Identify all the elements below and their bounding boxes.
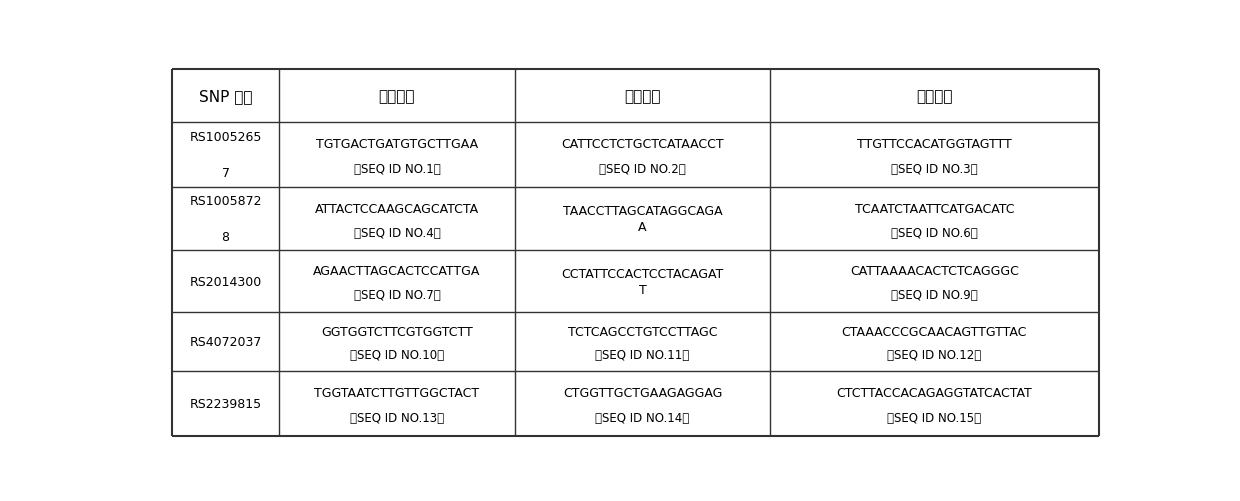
Text: 上游引物: 上游引物	[378, 89, 415, 104]
Text: TAACCTTAGCATAGGCAGA
A: TAACCTTAGCATAGGCAGA A	[563, 205, 722, 234]
Text: （SEQ ID NO.14）: （SEQ ID NO.14）	[595, 411, 689, 424]
Text: RS4072037: RS4072037	[190, 335, 262, 348]
Text: （SEQ ID NO.1）: （SEQ ID NO.1）	[353, 163, 440, 176]
Text: （SEQ ID NO.10）: （SEQ ID NO.10）	[350, 348, 444, 361]
Text: SNP 位点: SNP 位点	[198, 89, 252, 104]
Text: TCTCAGCCTGTCCTTAGC: TCTCAGCCTGTCCTTAGC	[568, 325, 717, 338]
Text: GGTGGTCTTCGTGGTCTT: GGTGGTCTTCGTGGTCTT	[321, 325, 472, 338]
Text: （SEQ ID NO.4）: （SEQ ID NO.4）	[353, 227, 440, 240]
Text: （SEQ ID NO.2）: （SEQ ID NO.2）	[599, 163, 686, 176]
Text: CCTATTCCACTCCTACAGAT
T: CCTATTCCACTCCTACAGAT T	[562, 267, 724, 296]
Text: 下游引物: 下游引物	[624, 89, 661, 104]
Text: TGGTAATCTTGTTGGCTACT: TGGTAATCTTGTTGGCTACT	[315, 386, 480, 399]
Text: ATTACTCCAAGCAGCATCTA: ATTACTCCAAGCAGCATCTA	[315, 202, 479, 215]
Text: （SEQ ID NO.15）: （SEQ ID NO.15）	[887, 411, 981, 424]
Text: AGAACTTAGCACTCCATTGA: AGAACTTAGCACTCCATTGA	[314, 265, 481, 278]
Text: RS2014300: RS2014300	[190, 275, 262, 288]
Text: （SEQ ID NO.9）: （SEQ ID NO.9）	[890, 289, 977, 302]
Text: TCAATCTAATTCATGACATC: TCAATCTAATTCATGACATC	[854, 202, 1014, 215]
Text: RS1005265

7: RS1005265 7	[190, 131, 262, 180]
Text: （SEQ ID NO.11）: （SEQ ID NO.11）	[595, 348, 689, 361]
Text: TTGTTCCACATGGTAGTTT: TTGTTCCACATGGTAGTTT	[857, 138, 1012, 151]
Text: CTCTTACCACAGAGGTATCACTAT: CTCTTACCACAGAGGTATCACTAT	[837, 386, 1032, 399]
Text: RS1005872

8: RS1005872 8	[190, 195, 262, 244]
Text: （SEQ ID NO.7）: （SEQ ID NO.7）	[353, 289, 440, 302]
Text: （SEQ ID NO.6）: （SEQ ID NO.6）	[890, 227, 977, 240]
Text: RS2239815: RS2239815	[190, 397, 262, 410]
Text: （SEQ ID NO.13）: （SEQ ID NO.13）	[350, 411, 444, 424]
Text: CATTAAAACACTCTCAGGGC: CATTAAAACACTCTCAGGGC	[849, 265, 1019, 278]
Text: CATTCCTCTGCTCATAACCT: CATTCCTCTGCTCATAACCT	[562, 138, 724, 151]
Text: （SEQ ID NO.3）: （SEQ ID NO.3）	[892, 163, 977, 176]
Text: CTGGTTGCTGAAGAGGAG: CTGGTTGCTGAAGAGGAG	[563, 386, 722, 399]
Text: CTAAACCCGCAACAGTTGTTAC: CTAAACCCGCAACAGTTGTTAC	[842, 325, 1027, 338]
Text: TGTGACTGATGTGCTTGAA: TGTGACTGATGTGCTTGAA	[316, 138, 477, 151]
Text: （SEQ ID NO.12）: （SEQ ID NO.12）	[887, 348, 981, 361]
Text: 延伸引物: 延伸引物	[916, 89, 952, 104]
